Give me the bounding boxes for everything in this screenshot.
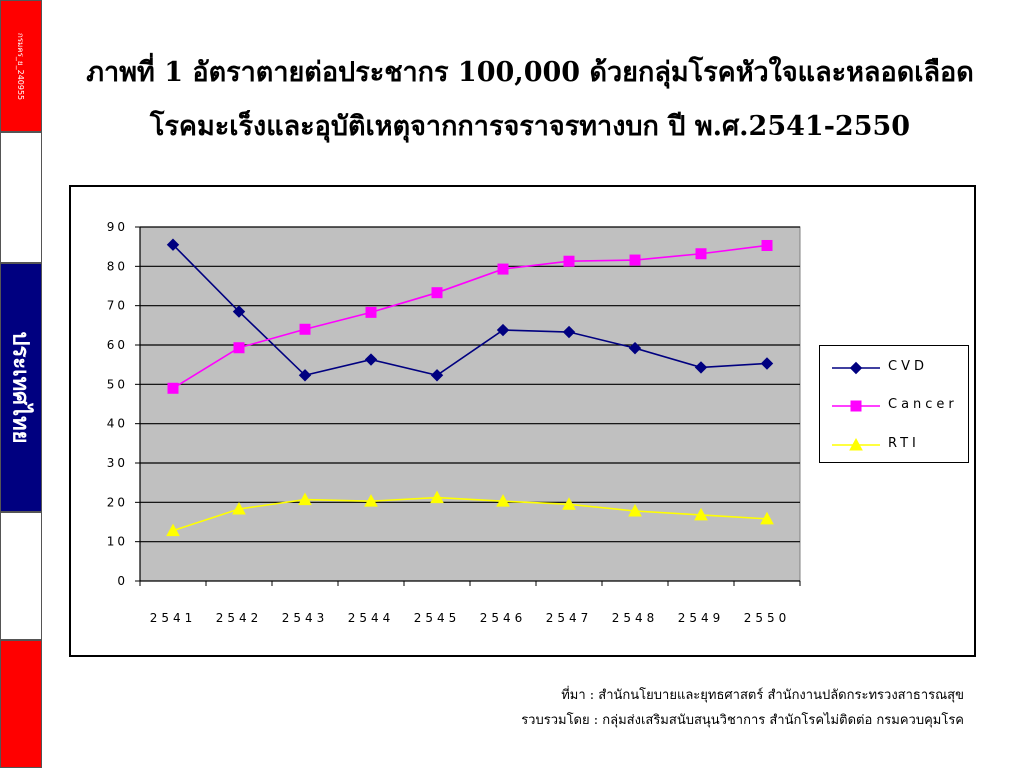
- data-point-rti: [166, 523, 180, 537]
- x-tick-label: 2545: [414, 611, 461, 625]
- y-tick-label: 0: [117, 574, 128, 588]
- data-point-cvd: [232, 305, 246, 318]
- data-point-cvd: [760, 357, 774, 370]
- data-point-cvd: [364, 353, 378, 366]
- legend-label-cvd: CVD: [888, 359, 928, 374]
- data-point-rti: [298, 492, 312, 506]
- y-tick-label: 90: [107, 220, 128, 234]
- x-tick-label: 2548: [612, 611, 659, 625]
- compiled-by-note: รวบรวมโดย : กลุ่มส่งเสริมสนับสนุนวิชาการ…: [521, 713, 964, 728]
- x-tick-label: 2550: [744, 611, 791, 625]
- data-point-rti: [232, 501, 246, 515]
- x-tick-label: 2541: [150, 611, 197, 625]
- y-tick-label: 50: [107, 377, 128, 391]
- series-line-cancer: [172, 244, 768, 389]
- data-point-cvd: [628, 341, 642, 355]
- data-point-rti: [562, 497, 576, 510]
- y-tick-label: 40: [107, 417, 128, 431]
- legend-item-cvd: CVD: [820, 358, 968, 378]
- chart-title-line-1: ภาพที่ 1 อัตราตายต่อประชากร 100,000 ด้วย…: [86, 57, 974, 88]
- legend-marker-rti: [832, 437, 880, 451]
- data-point-rti: [430, 490, 444, 504]
- data-point-rti: [496, 494, 510, 507]
- legend-item-cancer: Cancer: [820, 396, 968, 416]
- data-point-cancer: [299, 323, 311, 335]
- legend-label-cancer: Cancer: [888, 397, 958, 412]
- data-point-rti: [364, 494, 378, 507]
- series-line-rti: [172, 496, 768, 532]
- plot-area: [139, 226, 801, 582]
- legend-symbol-rti: [849, 437, 863, 451]
- x-tick-label: 2544: [348, 611, 395, 625]
- y-tick-label: 80: [107, 259, 128, 273]
- legend-label-rti: RTI: [888, 436, 920, 451]
- x-tick-label: 2542: [216, 611, 263, 625]
- flag-white-top: [0, 132, 42, 263]
- chart-title-line-2: โรคมะเร็งและอุบัติเหตุจากการจราจรทางบก ป…: [149, 111, 911, 142]
- y-tick-label: 30: [107, 456, 128, 470]
- data-point-cvd: [430, 369, 444, 382]
- data-point-cvd: [562, 325, 576, 339]
- data-point-cancer: [629, 254, 641, 266]
- flag-red-bottom: [0, 640, 42, 768]
- data-point-cancer: [563, 255, 575, 267]
- flag-strip: กรมคร_ย_240955 ประเทศไทย: [0, 0, 44, 768]
- y-tick-label: 20: [107, 495, 128, 509]
- data-point-cvd: [298, 369, 312, 382]
- data-point-cancer: [431, 287, 443, 299]
- data-point-cvd: [166, 238, 180, 251]
- legend-marker-cvd: [832, 361, 880, 375]
- data-point-cancer: [167, 382, 179, 394]
- x-tick-label: 2549: [678, 611, 725, 625]
- chart-legend: CVD Cancer RTI: [819, 345, 969, 463]
- data-point-cancer: [761, 239, 773, 251]
- flag-blue-middle: [0, 263, 42, 512]
- source-note: ที่มา : สำนักนโยบายและยุทธศาสตร์ สำนักงา…: [561, 688, 964, 703]
- series-line-cvd: [172, 244, 768, 377]
- data-point-rti: [760, 511, 774, 525]
- legend-symbol-cvd: [849, 361, 863, 375]
- data-point-cancer: [497, 263, 509, 275]
- data-point-rti: [628, 503, 642, 517]
- legend-item-rti: RTI: [820, 435, 968, 455]
- data-point-cancer: [695, 248, 707, 260]
- legend-symbol-cancer: [850, 400, 862, 412]
- legend-marker-cancer: [832, 400, 880, 412]
- y-tick-label: 60: [107, 338, 128, 352]
- flag-red-top: [0, 0, 42, 132]
- flag-white-bottom: [0, 512, 42, 640]
- y-tick-label: 10: [107, 535, 128, 549]
- data-point-cancer: [365, 306, 377, 318]
- y-tick-label: 70: [107, 299, 128, 313]
- x-tick-label: 2546: [480, 611, 527, 625]
- data-point-cvd: [694, 361, 708, 374]
- data-point-cancer: [233, 342, 245, 354]
- data-point-rti: [694, 507, 708, 521]
- x-tick-label: 2543: [282, 611, 329, 625]
- data-point-cvd: [496, 323, 510, 337]
- x-tick-label: 2547: [546, 611, 593, 625]
